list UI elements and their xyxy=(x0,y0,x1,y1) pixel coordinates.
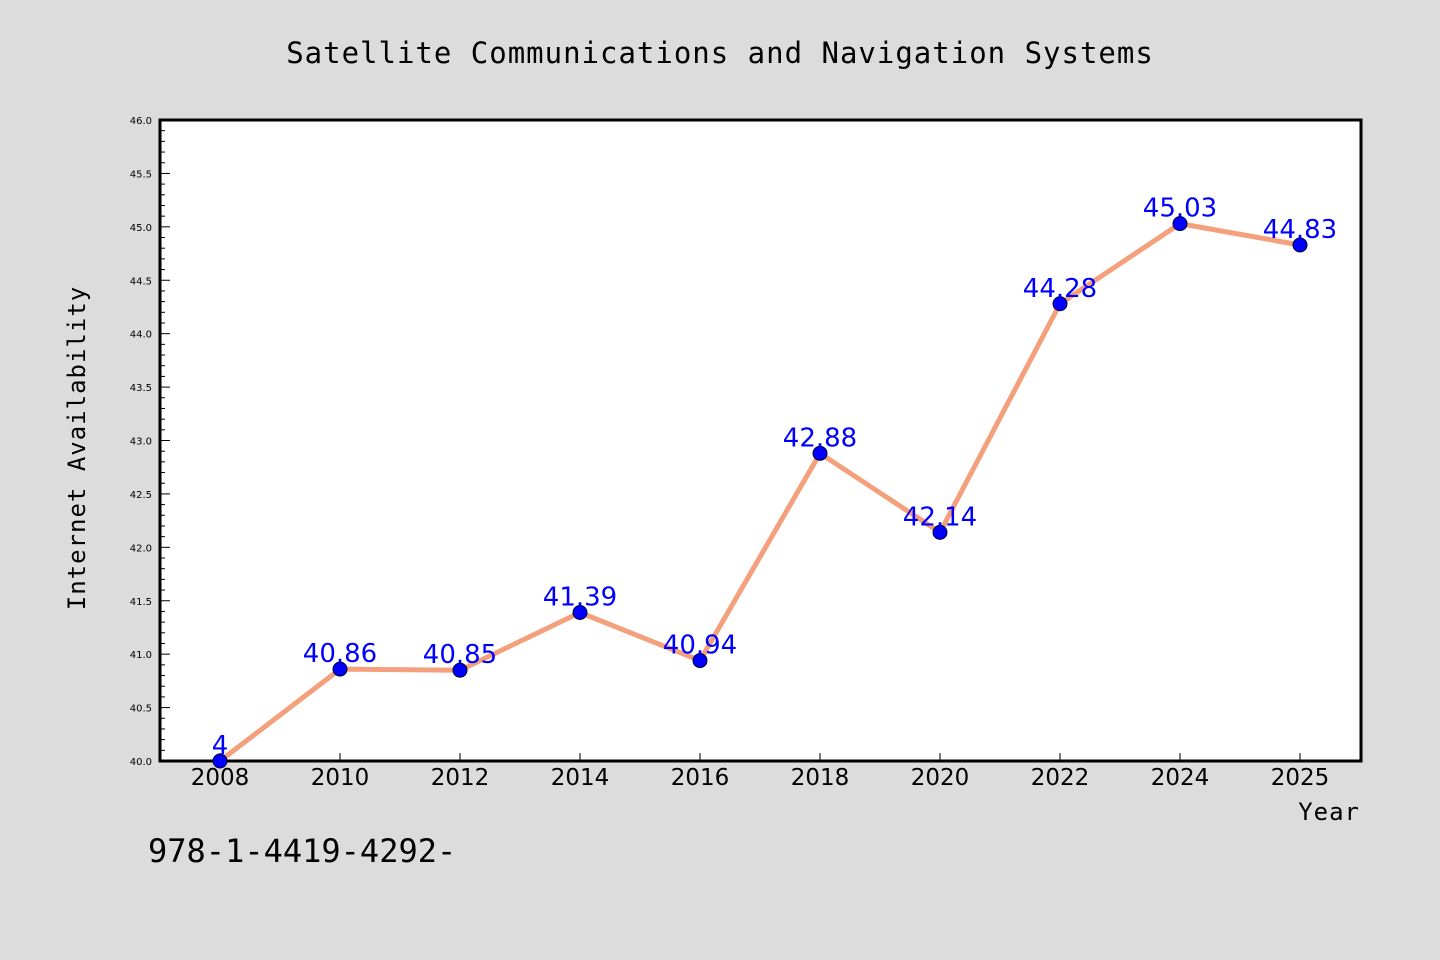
x-tick-label-5: 2018 xyxy=(791,765,850,791)
data-point-2024 xyxy=(1172,216,1188,232)
y-tick-label-11: 45.5 xyxy=(130,169,152,180)
x-tick-label-1: 2010 xyxy=(311,765,370,791)
data-label-2008: 4 xyxy=(212,731,229,761)
y-tick-label-5: 42.5 xyxy=(130,490,152,501)
data-labels: 4 40.86 40.85 41.39 40.94 42.88 42.14 44.28 45.0… xyxy=(212,194,1337,761)
y-tick-label-3: 41.5 xyxy=(130,597,152,608)
data-label-2020: 42.14 xyxy=(903,502,977,532)
plot-area xyxy=(158,118,1363,763)
data-point-2016 xyxy=(692,653,708,669)
data-point-2018 xyxy=(812,445,828,461)
data-label-2014: 41.39 xyxy=(543,583,617,613)
footnote-text: 978-1-4419-4292- xyxy=(148,832,457,870)
data-label-2024: 45.03 xyxy=(1143,194,1217,224)
data-label-2010: 40.86 xyxy=(303,639,377,669)
y-tick-label-9: 44.5 xyxy=(130,276,152,287)
data-points xyxy=(212,216,1308,769)
data-point-2020 xyxy=(932,524,948,540)
x-tick-label-7: 2022 xyxy=(1031,765,1090,791)
y-axis-label: Internet Availability xyxy=(63,286,91,610)
x-tick-label-8: 2024 xyxy=(1151,765,1210,791)
data-point-2008 xyxy=(212,753,228,769)
y-tick-label-4: 42.0 xyxy=(130,543,152,554)
data-label-2018: 42.88 xyxy=(783,423,857,453)
data-label-2025: 44.83 xyxy=(1263,215,1337,245)
y-tick-label-12: 46.0 xyxy=(130,116,152,127)
x-tick-label-9: 2025 xyxy=(1271,765,1330,791)
x-axis-ticks: 2008 2010 2012 2014 2016 2018 2020 2022 2024 2025 xyxy=(191,753,1330,791)
x-tick-label-0: 2008 xyxy=(191,765,250,791)
x-axis-label: Year xyxy=(1298,798,1360,826)
y-tick-label-10: 45.0 xyxy=(130,223,152,234)
x-tick-label-2: 2012 xyxy=(431,765,490,791)
y-axis-ticks: 40.0 40.5 41.0 41.5 42.0 42.5 43.0 43.5 44.0 44.5… xyxy=(130,116,170,768)
y-tick-label-0: 40.0 xyxy=(130,757,152,768)
chart-title: Satellite Communications and Navigation … xyxy=(286,36,1154,70)
data-point-2022 xyxy=(1052,296,1068,312)
x-tick-label-6: 2020 xyxy=(911,765,970,791)
series-line xyxy=(218,221,1301,763)
data-label-2022: 44.28 xyxy=(1023,274,1097,304)
y-minor-ticks xyxy=(160,130,165,751)
data-point-2012 xyxy=(452,662,468,678)
y-tick-label-6: 43.0 xyxy=(130,437,152,448)
y-tick-label-7: 43.5 xyxy=(130,383,152,394)
y-tick-label-2: 41.0 xyxy=(130,650,152,661)
x-tick-label-3: 2014 xyxy=(551,765,610,791)
data-point-2014 xyxy=(572,605,588,621)
data-point-2025 xyxy=(1292,237,1308,253)
x-tick-label-4: 2016 xyxy=(671,765,730,791)
y-tick-label-1: 40.5 xyxy=(130,704,152,715)
y-tick-label-8: 44.0 xyxy=(130,330,152,341)
data-label-2012: 40.85 xyxy=(423,640,497,670)
data-label-2016: 40.94 xyxy=(663,631,737,661)
data-point-2010 xyxy=(332,661,348,677)
